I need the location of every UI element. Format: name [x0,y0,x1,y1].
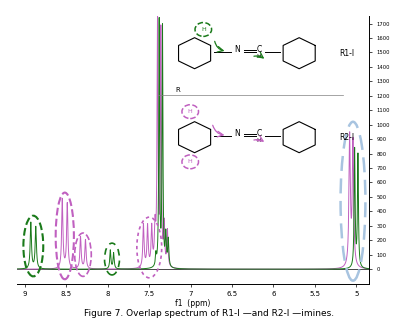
Text: R1-I: R1-I [339,49,354,58]
Text: H: H [256,138,261,143]
Text: H: H [188,159,193,164]
Text: N: N [234,45,240,54]
Text: H: H [256,54,261,59]
Text: C: C [256,45,261,54]
Text: H: H [188,109,193,114]
Text: R2-I: R2-I [339,133,354,142]
Text: N: N [234,129,240,138]
Text: Figure 7. Overlap spectrum of R1-I —and R2-I —imines.: Figure 7. Overlap spectrum of R1-I —and … [85,309,334,318]
Text: C: C [256,129,261,138]
Text: H: H [201,27,206,32]
Text: R: R [175,87,180,93]
X-axis label: f1  (ppm): f1 (ppm) [175,299,210,308]
